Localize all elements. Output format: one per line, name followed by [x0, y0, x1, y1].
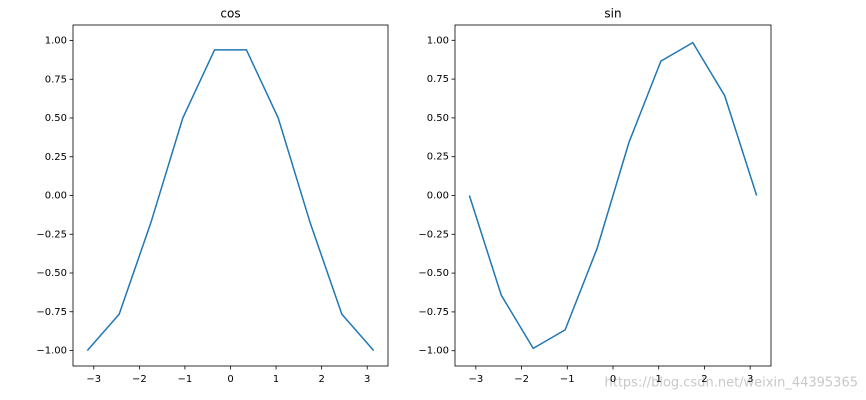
x-tick-label: 0: [227, 374, 233, 385]
axes-frame: [72, 24, 389, 367]
x-tick-label: 3: [747, 374, 753, 385]
watermark: https://blog.csdn.net/weixin_44395365: [604, 376, 858, 391]
y-tick-label: −1.00: [418, 346, 449, 357]
x-tick-label: −2: [132, 374, 147, 385]
line: [468, 41, 758, 350]
y-tick-label: −0.75: [36, 307, 67, 318]
y-tick-label: 0.00: [45, 191, 67, 202]
y-tick-label: −0.25: [418, 229, 449, 240]
axes-frame: [454, 24, 772, 367]
y-tick-label: 1.00: [427, 35, 449, 46]
y-tick-label: −1.00: [36, 346, 67, 357]
line: [86, 49, 375, 351]
x-tick-label: 2: [318, 374, 324, 385]
x-tick-label: −3: [468, 374, 483, 385]
chart-title: sin: [604, 7, 621, 21]
chart-title: cos: [220, 7, 240, 21]
x-tick-label: −3: [86, 374, 101, 385]
x-tick-label: 3: [364, 374, 370, 385]
y-tick-label: −0.50: [36, 268, 67, 279]
x-tick-label: −1: [178, 374, 193, 385]
y-tick-label: 0.50: [45, 113, 67, 124]
y-tick-label: 0.00: [427, 191, 449, 202]
x-tick-label: 2: [701, 374, 707, 385]
y-tick-label: 0.25: [45, 152, 67, 163]
y-tick-label: −0.75: [418, 307, 449, 318]
x-tick-label: 0: [610, 374, 616, 385]
y-tick-label: −0.50: [418, 268, 449, 279]
x-tick-label: −2: [514, 374, 529, 385]
x-tick-label: 1: [273, 374, 279, 385]
y-tick-label: 0.75: [45, 74, 67, 85]
x-tick-label: 1: [656, 374, 662, 385]
y-tick-label: 0.50: [427, 113, 449, 124]
y-tick-label: 1.00: [45, 36, 67, 47]
x-tick-label: −1: [560, 374, 575, 385]
y-tick-label: 0.25: [427, 152, 449, 163]
y-tick-label: 0.75: [427, 74, 449, 85]
y-tick-label: −0.25: [36, 229, 67, 240]
